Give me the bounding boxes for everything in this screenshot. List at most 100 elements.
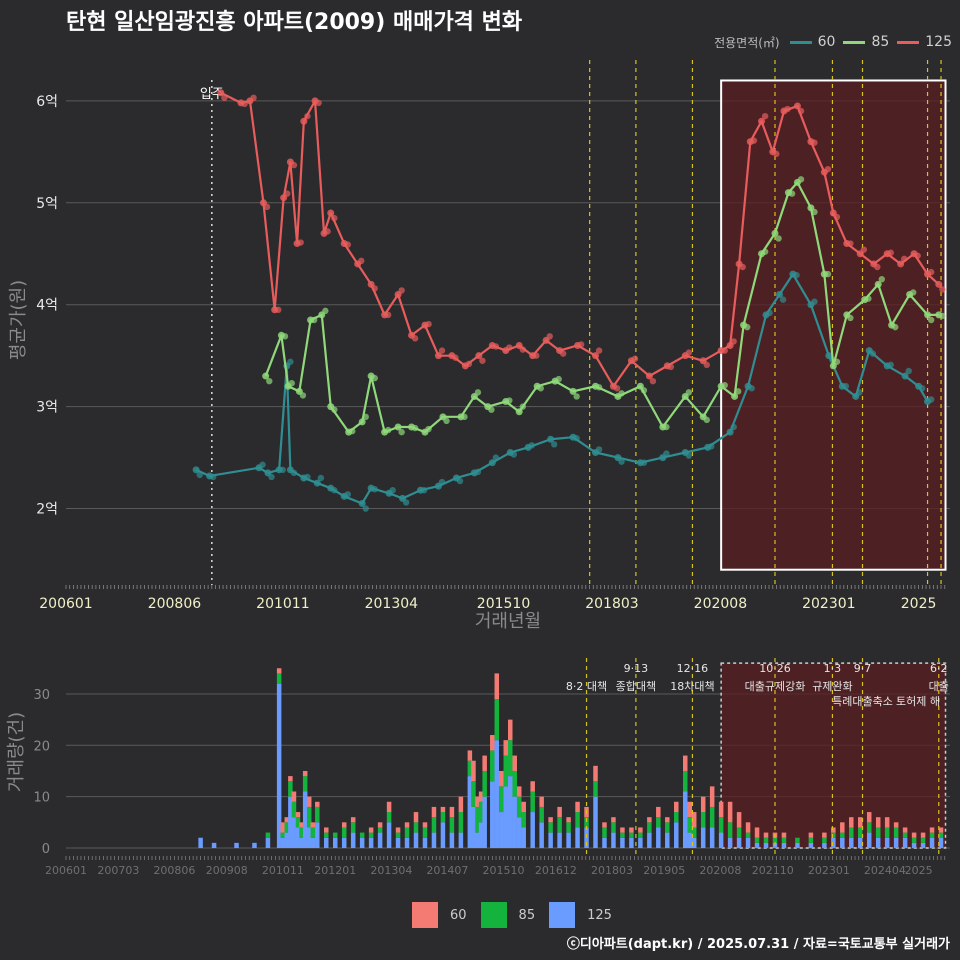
volume-bar-125 [718, 832, 724, 848]
volume-bar-85 [665, 822, 670, 833]
scatter-point-125 [559, 350, 567, 357]
volume-bar-60 [884, 817, 890, 828]
y-tick-label: 2억 [36, 502, 58, 518]
volume-bar-85 [395, 832, 401, 838]
vol-x-tick-label: 201304 [370, 864, 412, 877]
volume-bar-85 [467, 760, 473, 777]
bottom-legend-swatch-60 [412, 902, 438, 928]
volume-bar-60 [902, 827, 908, 833]
volume-bar-125 [938, 837, 944, 848]
scatter-point-60 [344, 491, 352, 498]
volume-bar-85 [620, 832, 625, 838]
volume-bar-125 [315, 822, 320, 848]
volume-bar-85 [288, 781, 293, 797]
scatter-point-60 [268, 473, 275, 481]
volume-bar-125 [682, 791, 688, 848]
scatter-point-125 [546, 333, 553, 340]
volume-bar-125 [521, 827, 526, 848]
volume-bar-60 [280, 822, 285, 833]
x-tick-label: 200601 [39, 596, 92, 612]
volume-bar-60 [530, 781, 535, 792]
volume-bar-60 [858, 817, 863, 828]
volume-bar-60 [754, 827, 760, 838]
volume-bar-85 [512, 770, 517, 797]
volume-bar-60 [629, 827, 634, 833]
vol-x-tick-label: 200601 [45, 864, 87, 877]
volume-bar-60 [516, 786, 522, 797]
scatter-point-85 [878, 276, 885, 283]
volume-bar-60 [920, 832, 926, 838]
scatter-point-125 [631, 355, 639, 362]
scatter-point-60 [748, 385, 755, 392]
volume-bar-125 [866, 832, 872, 848]
scatter-point-125 [739, 263, 746, 271]
volume-bar-85 [306, 806, 312, 828]
volume-bar-125 [566, 832, 571, 848]
bottom-legend-entry-85: 85 [480, 902, 536, 928]
volume-bar-60 [911, 832, 917, 838]
volume-bar-125 [478, 822, 484, 848]
move-in-label: 입주 [200, 87, 224, 102]
volume-bar-85 [530, 791, 535, 813]
volume-bar-60 [727, 801, 733, 823]
x-tick-label: 201304 [365, 596, 419, 612]
vol-x-tick-label: 201803 [591, 864, 633, 877]
volume-bar-60 [682, 755, 688, 771]
scatter-point-125 [358, 257, 365, 265]
scatter-point-60 [287, 358, 294, 365]
scatter-point-125 [595, 347, 603, 354]
y-tick-label: 6억 [36, 94, 58, 110]
scatter-point-85 [299, 392, 307, 399]
volume-bar-125 [234, 842, 239, 848]
volume-bar-85 [781, 837, 787, 843]
volume-bar-125 [709, 827, 715, 848]
volume-bar-60 [620, 827, 625, 833]
page-title: 탄현 일산임광진흥 아파트(2009) 매매가격 변화 [66, 10, 523, 35]
volume-bar-85 [754, 837, 760, 843]
volume-bar-85 [808, 837, 814, 843]
volume-bar-85 [341, 827, 347, 838]
volume-bar-85 [494, 699, 500, 741]
volume-bar-125 [754, 842, 760, 848]
volume-bar-125 [548, 832, 553, 848]
volume-bar-125 [310, 837, 316, 848]
scatter-point-125 [860, 246, 868, 253]
volume-bar-60 [507, 719, 513, 741]
volume-bar-125 [332, 837, 338, 848]
scatter-point-60 [685, 452, 693, 459]
legend-swatch-85 [843, 40, 866, 44]
series-line-60 [195, 273, 929, 505]
volume-bar-125 [593, 796, 598, 848]
volume-bar-125 [620, 837, 625, 848]
volume-bar-60 [593, 765, 598, 782]
volume-bar-125 [295, 827, 301, 848]
volume-bar-125 [467, 776, 473, 848]
volume-bar-85 [499, 786, 504, 813]
volume-bar-60 [763, 832, 769, 838]
scatter-point-85 [734, 388, 742, 395]
volume-bar-125 [674, 822, 679, 848]
volume-bar-60 [471, 760, 476, 782]
vol-x-tick-label: 202301 [808, 864, 850, 877]
scatter-point-125 [703, 361, 710, 369]
policy-date-label: 9·7 [854, 662, 872, 675]
volume-bar-125 [252, 842, 257, 848]
scatter-point-125 [479, 357, 486, 364]
volume-bar-60 [709, 786, 715, 807]
policy-event-label: 대출 [929, 680, 949, 693]
volume-bar-125 [687, 832, 692, 848]
volume-bar-85 [727, 822, 733, 838]
bottom-legend-label-85: 85 [518, 907, 536, 923]
volume-bar-85 [700, 812, 706, 828]
volume-bar-85 [929, 832, 935, 838]
volume-bar-125 [276, 683, 282, 848]
scatter-point-60 [551, 441, 558, 448]
scatter-point-85 [398, 428, 405, 436]
volume-bar-85 [521, 812, 526, 828]
volume-bar-60 [638, 827, 643, 833]
volume-bar-85 [490, 750, 495, 782]
volume-bar-125 [512, 796, 517, 848]
volume-bar-85 [299, 827, 304, 838]
volume-bar-125 [198, 837, 203, 848]
volume-bar-60 [893, 822, 899, 828]
